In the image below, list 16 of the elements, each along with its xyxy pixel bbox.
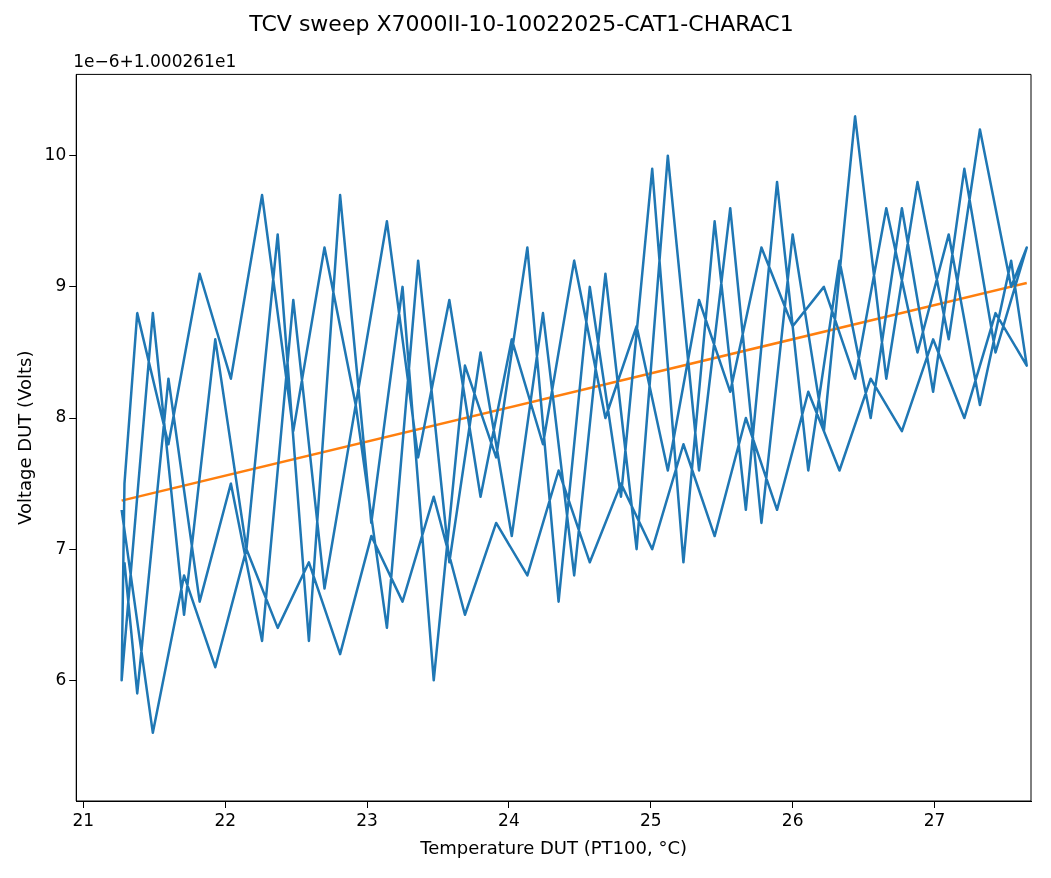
y-tick-label: 10 (44, 144, 67, 165)
y-tick-label: 8 (55, 406, 67, 427)
x-axis-title: Temperature DUT (PT100, °C) (419, 836, 687, 858)
x-tick-label: 27 (923, 809, 946, 830)
y-axis-title: Voltage DUT (Volts) (14, 350, 36, 525)
x-tick-label: 25 (639, 809, 662, 830)
chart-title: TCV sweep X7000II-10-10022025-CAT1-CHARAC1 (248, 10, 794, 36)
y-tick-label: 9 (55, 275, 67, 296)
y-tick-label: 7 (55, 537, 67, 558)
x-tick-label: 21 (72, 809, 95, 830)
text: 1e−6+1.000261e1 (73, 51, 237, 72)
x-tick-label: 22 (214, 809, 237, 830)
x-tick-label: 24 (498, 809, 520, 830)
x-tick-label: 23 (356, 809, 378, 830)
x-tick-label: 26 (781, 809, 804, 830)
y-tick-label: 6 (55, 668, 67, 689)
